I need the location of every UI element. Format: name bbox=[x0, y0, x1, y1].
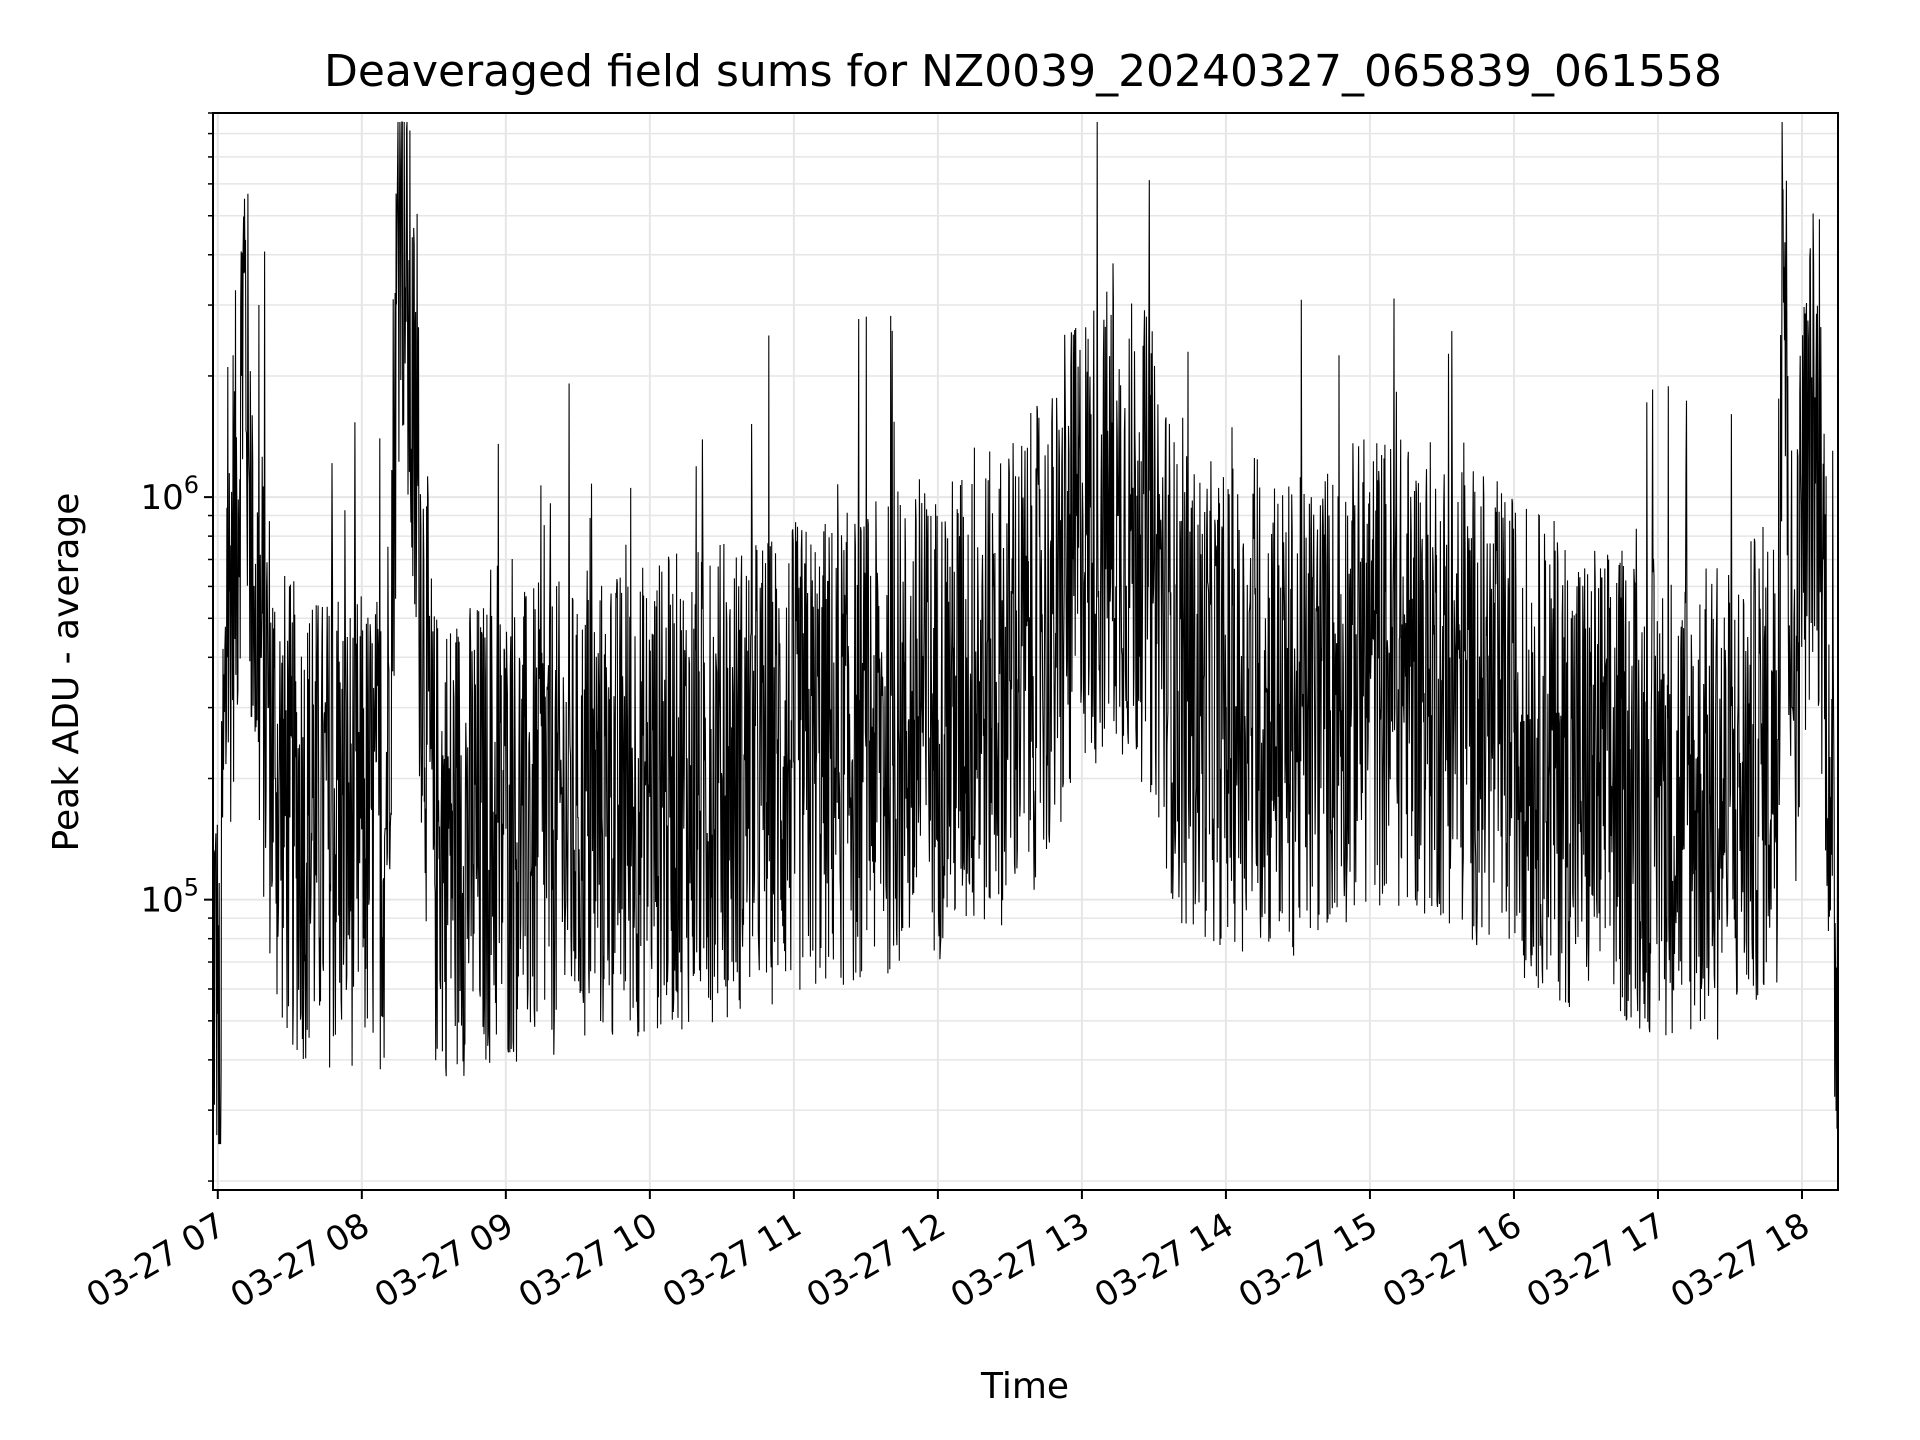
y-tick-label: 105 bbox=[140, 874, 199, 921]
chart-title: Deaveraged field sums for NZ0039_2024032… bbox=[324, 46, 1722, 97]
x-axis-label: Time bbox=[980, 1366, 1069, 1407]
axes-frame bbox=[212, 112, 1839, 1191]
y-tick-label: 106 bbox=[140, 471, 199, 518]
y-axis-label: Peak ADU - average bbox=[46, 493, 87, 852]
series-line bbox=[212, 121, 1839, 1145]
